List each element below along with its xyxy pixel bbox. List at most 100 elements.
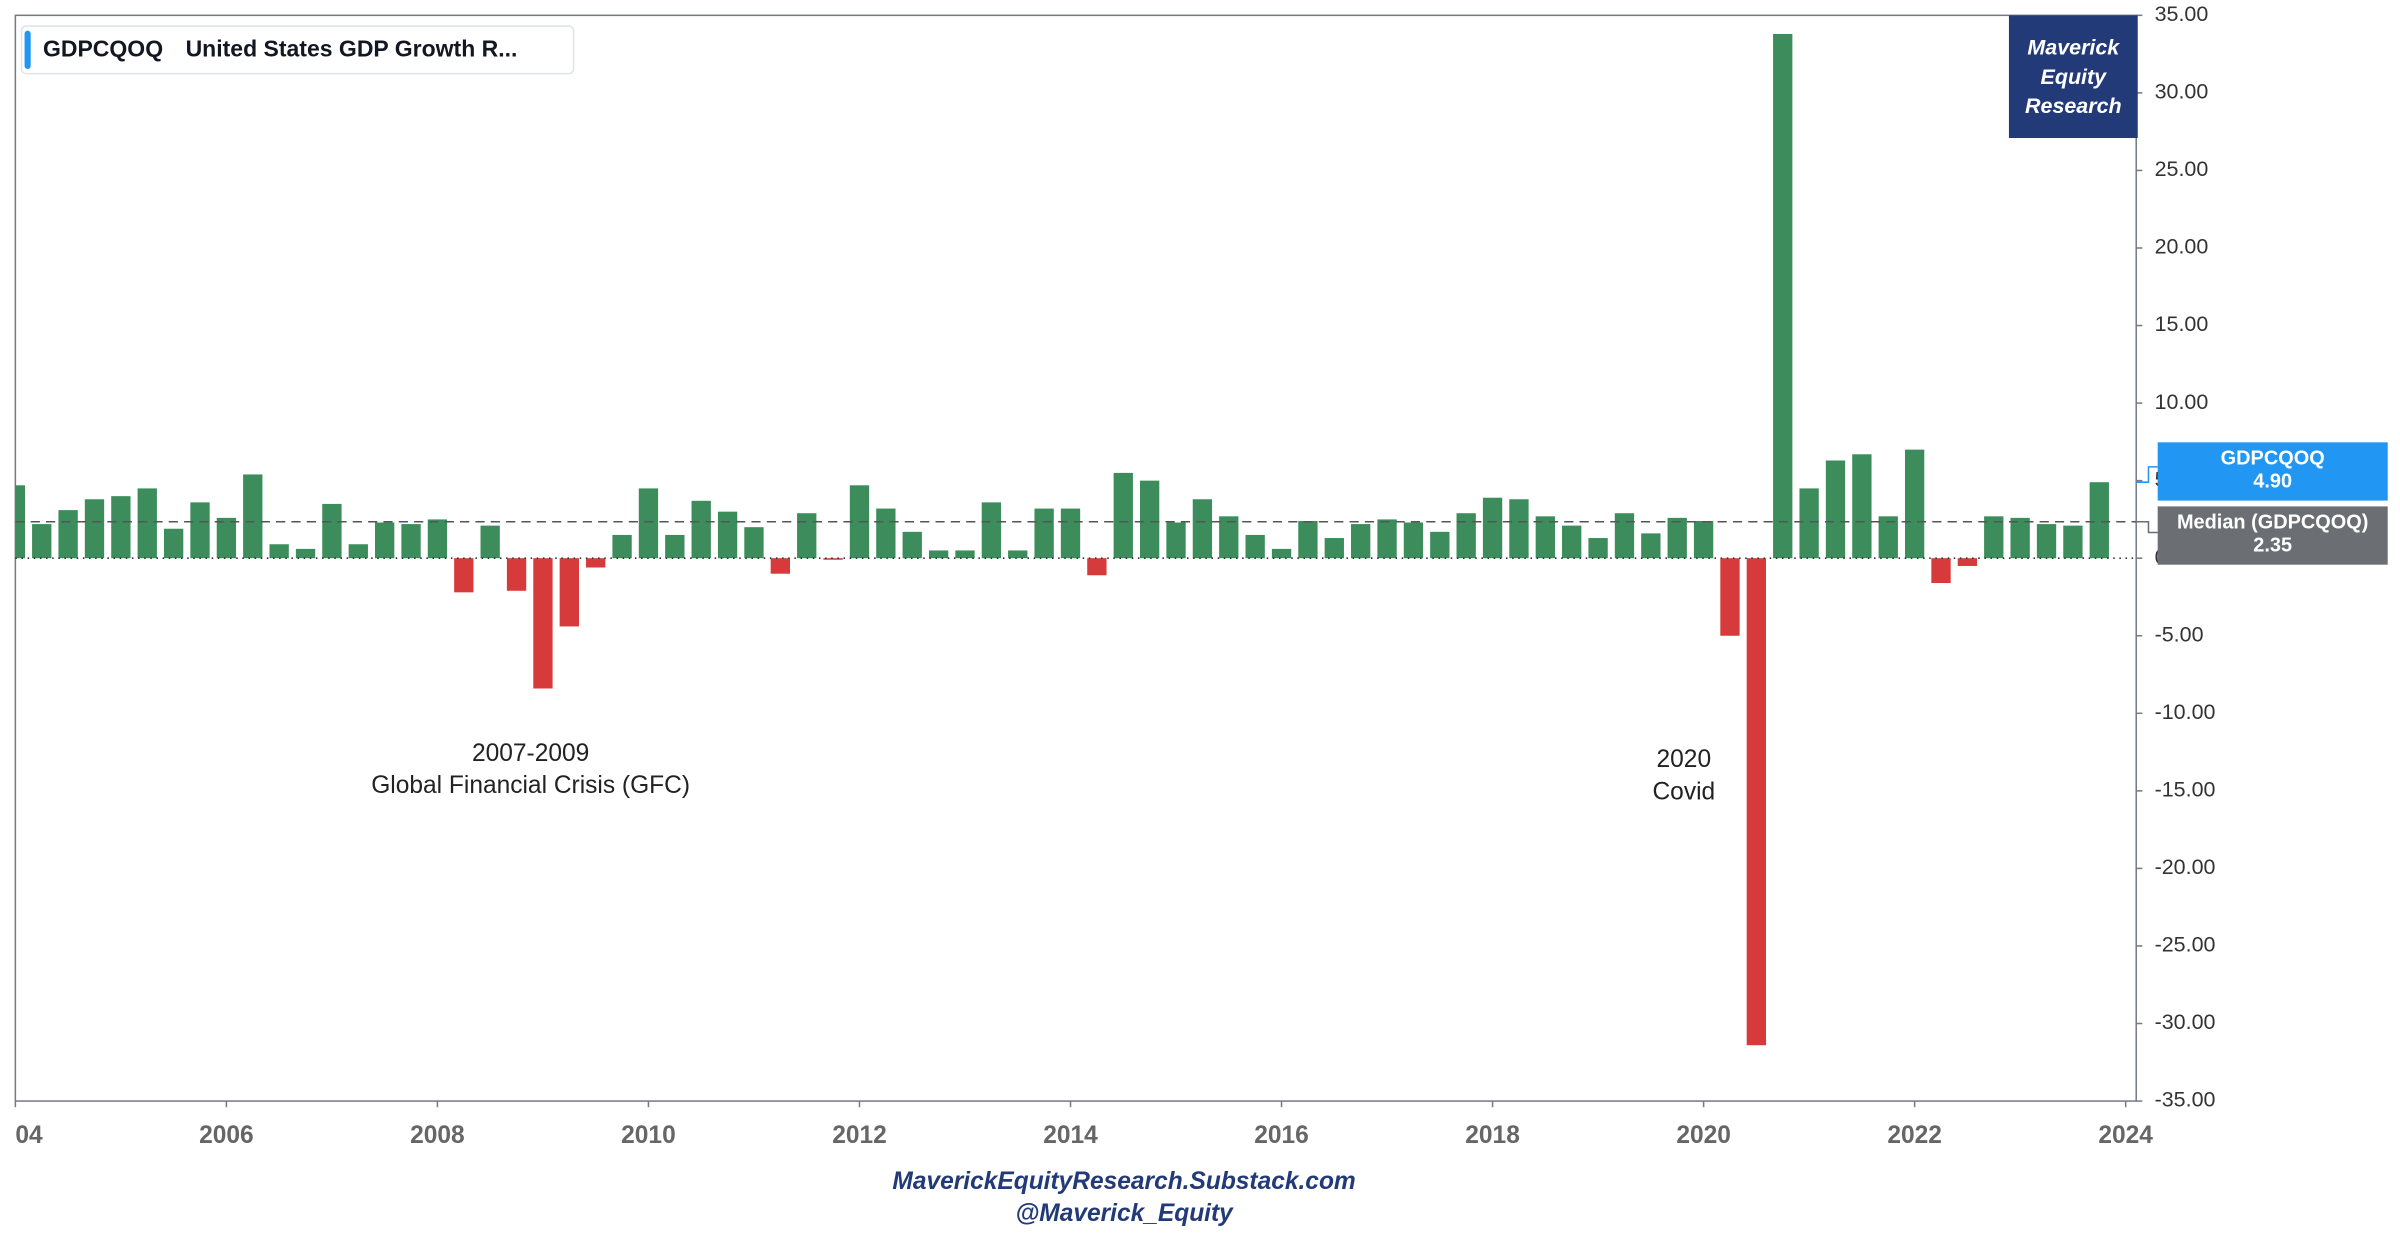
bar <box>348 544 368 559</box>
bar <box>1113 472 1133 559</box>
bar <box>665 534 685 559</box>
last-value-box <box>2157 442 2388 501</box>
bar <box>216 517 237 559</box>
bar <box>506 558 527 591</box>
bar <box>269 544 289 559</box>
bar <box>1034 508 1054 559</box>
y-tick-label: -35.00 <box>2155 1088 2216 1112</box>
annotation: 2007-2009 <box>472 740 589 767</box>
y-tick-label: 25.00 <box>2155 157 2209 181</box>
bar <box>1641 533 1661 559</box>
x-tick-label: 2010 <box>621 1122 676 1149</box>
x-tick-label: 2022 <box>1887 1122 1942 1149</box>
x-tick-label: 2016 <box>1254 1122 1309 1149</box>
bar <box>691 500 711 559</box>
bar <box>1693 520 1714 559</box>
legend-box <box>20 25 575 75</box>
x-tick-label: 2018 <box>1465 1122 1520 1149</box>
bar <box>1298 520 1318 559</box>
bar <box>1324 538 1344 559</box>
x-tick-label: 2006 <box>199 1122 254 1149</box>
median-label: 2.35 <box>2253 535 2292 557</box>
x-tick-label: 2024 <box>2098 1122 2153 1149</box>
bar <box>454 558 474 593</box>
bar <box>1588 538 1608 559</box>
median-name: Median (GDPCQOQ) <box>2177 512 2368 534</box>
bar <box>1377 519 1397 559</box>
bar <box>427 519 448 559</box>
watermark: Equity <box>2041 65 2108 89</box>
x-tick-label: 2014 <box>1043 1122 1098 1149</box>
bar <box>137 488 157 559</box>
y-tick-label: 30.00 <box>2155 80 2209 104</box>
bar <box>797 513 817 559</box>
bar <box>32 524 52 559</box>
bar <box>1456 513 1476 559</box>
bar <box>902 531 922 559</box>
bar <box>928 550 949 559</box>
bar <box>1957 558 1978 566</box>
bar <box>322 503 342 559</box>
bar <box>163 528 184 559</box>
bar <box>2036 524 2057 559</box>
bar <box>1878 516 1898 559</box>
watermark-box <box>2008 15 2138 139</box>
bar <box>1667 517 1687 559</box>
bar <box>2063 525 2083 559</box>
watermark: Research <box>2025 94 2122 118</box>
bar <box>1562 525 1582 559</box>
bar <box>1403 522 1424 559</box>
bar <box>1535 516 1555 559</box>
bar <box>1139 480 1160 559</box>
bar <box>1825 460 1846 559</box>
bar <box>1904 449 1925 559</box>
bar <box>1984 516 2004 559</box>
bar <box>1482 497 1503 559</box>
bar <box>1271 548 1292 559</box>
y-tick-label: 15.00 <box>2155 312 2209 336</box>
bar <box>1219 516 1239 559</box>
bar <box>770 558 791 574</box>
bar <box>190 502 210 559</box>
bar <box>823 558 843 560</box>
bar <box>638 488 659 559</box>
bar <box>1931 558 1951 584</box>
bar <box>1746 558 1767 1046</box>
y-tick-label: -20.00 <box>2155 855 2216 879</box>
bar <box>612 534 632 559</box>
bar <box>480 525 500 559</box>
y-tick-label: 10.00 <box>2155 390 2209 414</box>
bar <box>2089 482 2109 559</box>
bar <box>1060 508 1081 559</box>
bar <box>1614 513 1635 559</box>
bar <box>1852 454 1872 559</box>
bar <box>1509 499 1529 559</box>
x-tick-label: 2020 <box>1676 1122 1731 1149</box>
bar <box>533 558 553 689</box>
bar <box>876 508 896 559</box>
last-value-connector <box>2136 466 2158 483</box>
y-tick-label: -30.00 <box>2155 1010 2216 1034</box>
x-tick-label: 2012 <box>832 1122 887 1149</box>
bar <box>375 522 395 559</box>
bar <box>84 499 105 559</box>
y-tick-label: -25.00 <box>2155 933 2216 957</box>
x-tick-label: 04 <box>15 1122 43 1149</box>
last-value-label: 4.90 <box>2253 470 2292 492</box>
overlay: 35.0030.0025.0020.0015.0010.005.000.00-5… <box>14 2 2388 1149</box>
x-tick-label: 2008 <box>410 1122 465 1149</box>
bars <box>15 33 2109 1046</box>
bar <box>981 502 1002 559</box>
bar <box>1430 531 1450 559</box>
last-value-name: GDPCQOQ <box>2221 447 2325 469</box>
chart-subtitle: United States GDP Growth R... <box>186 36 518 62</box>
bar <box>586 558 606 568</box>
bar <box>1087 558 1107 576</box>
bar <box>58 510 78 559</box>
bar <box>1008 550 1028 559</box>
bar <box>111 496 131 559</box>
y-tick-label: 35.00 <box>2155 2 2209 26</box>
y-tick-label: -10.00 <box>2155 700 2216 724</box>
